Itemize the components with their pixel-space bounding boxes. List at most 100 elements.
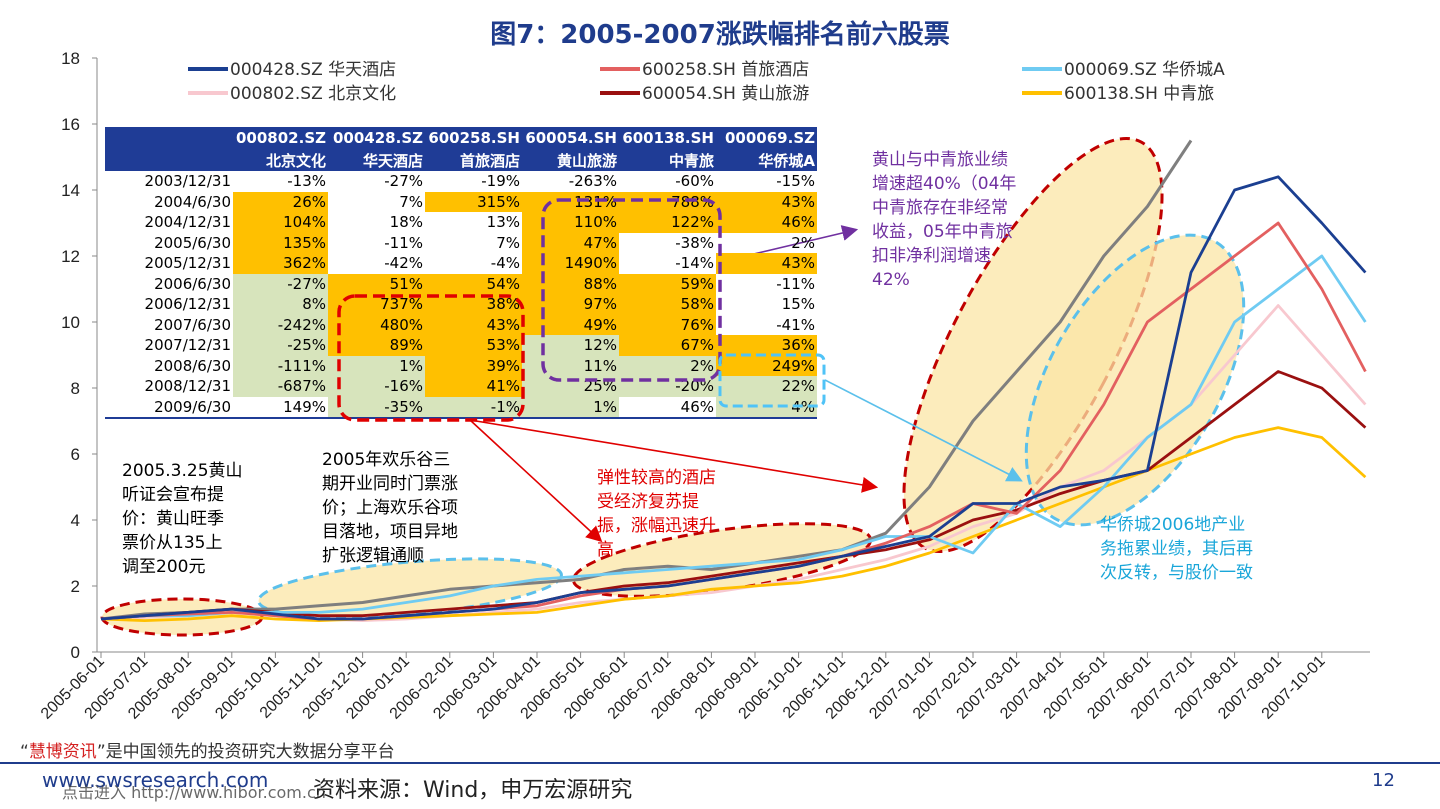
page-number: 12	[1372, 770, 1395, 791]
table-value-cell: 13%	[486, 213, 520, 232]
table-value-cell: 362%	[233, 253, 328, 274]
table-value-cell: -19%	[481, 172, 520, 191]
legend-label-600138: 600138.SH 中青旅	[1064, 84, 1214, 104]
table-row: 2006/12/31 8% 737% 38% 97% 58% 15%	[105, 294, 817, 315]
x-tick-labels: 2005-06-012005-07-012005-08-012005-09-01…	[38, 653, 1329, 723]
table-value-cell: 7%	[399, 192, 423, 211]
table-value-cell: 12%	[522, 335, 619, 356]
table-header-cell: 北京文化	[233, 149, 328, 171]
table-header-cell: 000069.SZ	[716, 127, 817, 149]
watermark-rest: ”是中国领先的投资研究大数据分享平台	[96, 742, 395, 762]
annotation-hotel-elastic: 弹性较高的酒店 受经济复苏提 振，涨幅迅速升 高	[597, 468, 716, 560]
watermark-link[interactable]: 点击进入 http://www.hibor.com.cn	[62, 783, 326, 802]
table-value-cell: 18%	[389, 213, 423, 232]
watermark-brand: 慧博资讯	[28, 742, 97, 762]
table-value-cell: 1490%	[522, 253, 619, 274]
table-header-cell: 黄山旅游	[522, 149, 619, 171]
table-header-cell: 600258.SH	[425, 127, 522, 149]
table-row: 2005/12/31 362% -42% -4% 1490% -14% 43%	[105, 253, 817, 274]
table-value-cell: 4%	[716, 396, 817, 419]
annotation-octs: 华侨城2006地产业 务拖累业绩，其后再 次反转，与股价一致	[1100, 515, 1253, 583]
table-date-cell: 2006/12/31	[144, 295, 231, 314]
annotation-arrow-4	[824, 379, 1023, 482]
table-date-cell: 2006/6/30	[154, 274, 231, 293]
table-date-cell: 2008/12/31	[144, 377, 231, 396]
table-value-cell: 39%	[425, 355, 522, 376]
table-value-cell: -15%	[776, 172, 815, 191]
table-header-names: 北京文化 华天酒店 首旅酒店 黄山旅游 中青旅 华侨城A	[105, 149, 817, 171]
highlight-ellipses	[100, 136, 1246, 637]
y-tick-label: 12	[61, 247, 80, 266]
table-value-cell: 26%	[233, 191, 328, 212]
table-row: 2008/12/31 -687% -16% 41% 25% -20% 22%	[105, 376, 817, 397]
y-tick-labels: 0 2 4 6 8 10 12 14 16 18	[61, 49, 80, 662]
table-value-cell: -111%	[233, 355, 328, 376]
table-value-cell: 22%	[716, 376, 817, 397]
table-value-cell: 46%	[619, 396, 716, 419]
table-value-cell: -13%	[287, 172, 326, 191]
table-value-cell: 43%	[716, 253, 817, 274]
table-value-cell: 58%	[619, 294, 716, 315]
table-header-cell: 华侨城A	[716, 149, 817, 171]
table-value-cell: 15%	[781, 295, 815, 314]
table-value-cell: 104%	[233, 212, 328, 233]
table-value-cell: 1%	[522, 396, 619, 419]
table-value-cell: -60%	[675, 172, 714, 191]
table-row: 2009/6/30 149% -35% -1% 1% 46% 4%	[105, 396, 817, 419]
table-value-cell: 8%	[233, 294, 328, 315]
table-value-cell: -687%	[233, 376, 328, 397]
y-tick-label: 4	[71, 511, 80, 530]
table-value-cell: 41%	[425, 376, 522, 397]
annotation-arrow-1	[469, 419, 879, 493]
legend-label-000069: 000069.SZ 华侨城A	[1064, 60, 1225, 80]
table-value-cell: -11%	[776, 274, 815, 293]
table-value-cell: 36%	[716, 335, 817, 356]
table-header-cell: 华天酒店	[328, 149, 425, 171]
table-date-cell: 2003/12/31	[144, 172, 231, 191]
table-value-cell: -1%	[425, 396, 522, 419]
table-value-cell: -4%	[490, 254, 520, 273]
table-value-cell: 67%	[619, 335, 716, 356]
series-line-600054	[100, 370, 1367, 621]
series-line-000428	[100, 175, 1367, 621]
axes	[92, 57, 1370, 658]
table-value-cell: 131%	[522, 191, 619, 212]
table-value-cell: 54%	[425, 273, 522, 294]
table-value-cell: 135%	[233, 232, 328, 253]
table-row: 2003/12/31 -13% -27% -19% -263% -60% -15%	[105, 171, 817, 192]
table-value-cell: -14%	[675, 254, 714, 273]
table-value-cell: -27%	[384, 172, 423, 191]
table-value-cell: 480%	[328, 314, 425, 335]
table-value-cell: 51%	[328, 273, 425, 294]
growth-table: 000802.SZ 000428.SZ 600258.SH 600054.SH 6001…	[105, 127, 817, 419]
table-value-cell: 59%	[619, 273, 716, 294]
table-row: 2004/6/30 26% 7% 315% 131% 788% 43%	[105, 191, 817, 212]
table-value-cell: 76%	[619, 314, 716, 335]
table-header-cell	[105, 149, 233, 171]
table-date-cell: 2007/12/31	[144, 336, 231, 355]
table-value-cell: -20%	[619, 376, 716, 397]
table-header-cell: 首旅酒店	[425, 149, 522, 171]
legend-label-000802: 000802.SZ 北京文化	[230, 84, 396, 104]
table-value-cell: 2%	[791, 233, 815, 252]
table-value-cell: -242%	[233, 314, 328, 335]
table-date-cell: 2009/6/30	[105, 396, 233, 419]
table-value-cell: 315%	[425, 191, 522, 212]
series-line-extra_grey	[100, 139, 1193, 621]
table-value-cell: 88%	[522, 273, 619, 294]
table-row: 2008/6/30 -111% 1% 39% 11% 2% 249%	[105, 355, 817, 376]
source-note: 资料来源：Wind，申万宏源研究	[313, 778, 633, 803]
legend-label-600054: 600054.SH 黄山旅游	[642, 84, 809, 104]
table-date-cell: 2005/12/31	[144, 254, 231, 273]
table-value-cell: -35%	[328, 396, 425, 419]
y-tick-label: 16	[61, 115, 80, 134]
y-tick-label: 14	[61, 181, 80, 200]
y-tick-label: 8	[71, 379, 80, 398]
watermark-site[interactable]: www.swsresearch.com	[42, 768, 269, 792]
annotation-huangshan-price: 2005.3.25黄山 听证会宣布提 价：黄山旺季 票价从135上 调至200元	[122, 461, 243, 577]
table-value-cell: 2%	[619, 355, 716, 376]
table-row: 2007/6/30 -242% 480% 43% 49% 76% -41%	[105, 314, 817, 335]
table-value-cell: 38%	[425, 294, 522, 315]
table-value-cell: 149%	[233, 396, 328, 419]
table-row: 2004/12/31 104% 18% 13% 110% 122% 46%	[105, 212, 817, 233]
